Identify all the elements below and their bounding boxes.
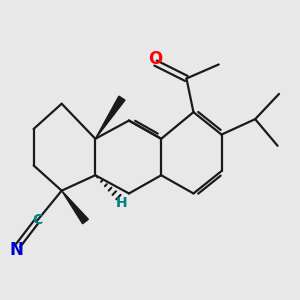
Text: N: N xyxy=(10,241,24,259)
Text: C: C xyxy=(33,213,43,227)
Text: H: H xyxy=(116,196,128,210)
Polygon shape xyxy=(95,96,125,139)
Text: O: O xyxy=(148,50,163,68)
Polygon shape xyxy=(62,191,88,224)
